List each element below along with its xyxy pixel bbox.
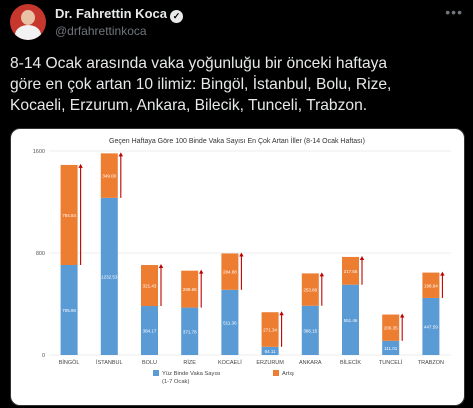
bar-increase — [141, 265, 158, 307]
x-tick-label: İSTANBUL — [96, 359, 123, 366]
chart: Geçen Haftaya Göre 100 Binde Vaka Sayısı… — [33, 136, 451, 385]
tweet-media-chart[interactable]: Geçen Haftaya Göre 100 Binde Vaka Sayısı… — [10, 128, 465, 406]
bar-increase — [181, 270, 199, 308]
chart-title: Geçen Haftaya Göre 100 Binde Vaka Sayısı… — [109, 136, 365, 145]
bar-base — [342, 284, 359, 355]
data-label-increase: 198.84 — [424, 283, 438, 288]
increase-arrow-head — [440, 271, 445, 276]
data-label-increase: 253.88 — [303, 288, 317, 293]
data-label-increase: 206.35 — [384, 326, 398, 331]
x-tick-label: RİZE — [183, 359, 196, 366]
bar-increase — [221, 253, 239, 290]
legend-label-base-period: (1-7 Ocak) — [162, 379, 189, 385]
bar-base — [141, 306, 158, 355]
tweet-text: 8-14 Ocak arasında vaka yoğunluğu bir ön… — [10, 53, 466, 116]
bar-increase — [301, 273, 319, 306]
legend-swatch-increase — [273, 370, 279, 376]
x-tick-label: ERZURUM — [256, 360, 284, 366]
data-label-base: 511.36 — [223, 320, 237, 325]
increase-arrow-head — [279, 311, 284, 316]
bar-increase — [100, 153, 118, 198]
x-tick-label: TUNCELİ — [379, 359, 403, 366]
data-label-increase: 217.65 — [344, 269, 358, 274]
author-name[interactable]: Dr. Fahrettin Koca ✓ — [55, 6, 183, 23]
x-tick-label: BOLU — [142, 360, 157, 366]
more-options-icon[interactable]: ••• — [445, 4, 463, 20]
increase-arrow-head — [319, 272, 324, 277]
tweet-line: 8-14 Ocak arasında vaka yoğunluğu bir ön… — [10, 55, 388, 72]
increase-arrow-head — [400, 313, 405, 318]
y-tick-label: 1600 — [33, 149, 45, 155]
data-label-base: 64.11 — [265, 349, 276, 354]
x-tick-label: TRABZON — [418, 360, 444, 366]
data-label-base: 111.01 — [384, 346, 398, 351]
bar-increase — [60, 164, 78, 265]
x-tick-label: KOCAELİ — [218, 359, 242, 366]
data-label-base: 386.15 — [303, 328, 317, 333]
x-tick-label: BİNGÖL — [59, 359, 80, 366]
tweet-line: Kocaeli, Erzurum, Ankara, Bilecik, Tunce… — [10, 97, 368, 114]
y-tick-label: 0 — [42, 353, 45, 359]
increase-arrow-head — [158, 264, 164, 269]
data-label-increase: 321.43 — [143, 284, 157, 289]
bar-base — [221, 289, 239, 355]
bar-base — [60, 264, 78, 355]
data-label-increase: 271.34 — [263, 328, 277, 333]
data-label-base: 705.90 — [62, 308, 76, 313]
author-name-text[interactable]: Dr. Fahrettin Koca — [55, 6, 167, 21]
data-label-increase: 349.00 — [102, 174, 116, 179]
bar-base — [100, 197, 118, 355]
increase-arrow-head — [359, 255, 365, 260]
data-label-base: 371.78 — [183, 329, 197, 334]
data-label-base: 384.17 — [143, 329, 157, 334]
verified-icon: ✓ — [169, 10, 183, 23]
bar-base — [422, 297, 440, 355]
legend-label-increase: Artış — [282, 371, 294, 377]
bar-increase — [261, 312, 279, 347]
bar-base — [382, 340, 400, 355]
bar-increase — [382, 314, 400, 341]
avatar[interactable] — [10, 4, 46, 40]
data-label-base: 551.46 — [344, 318, 358, 323]
y-tick-label: 800 — [36, 251, 45, 257]
bar-increase — [342, 256, 359, 285]
bar-base — [181, 307, 199, 355]
author-handle[interactable]: @drfahrettinkoca — [55, 24, 147, 38]
x-tick-label: ANKARA — [299, 360, 322, 366]
data-label-base: 447.59 — [424, 324, 438, 329]
bar-increase — [422, 272, 440, 298]
increase-arrow-head — [199, 269, 204, 274]
increase-arrow-head — [239, 252, 244, 257]
increase-arrow-head — [118, 152, 123, 157]
bar-base — [301, 305, 319, 355]
bar-base — [261, 346, 279, 355]
tweet-line: göre en çok artan 10 ilimiz: Bingöl, İst… — [10, 76, 392, 93]
data-label-increase: 784.84 — [62, 213, 76, 218]
increase-arrow-head — [78, 163, 83, 168]
legend-swatch-base — [153, 370, 159, 376]
x-tick-label: BİLECİK — [340, 359, 361, 366]
data-label-increase: 284.88 — [223, 270, 237, 275]
legend-label-base: Yüz Binde Vaka Sayısı — [162, 371, 221, 377]
data-label-base: 1232.53 — [101, 274, 118, 279]
data-label-increase: 289.66 — [183, 287, 197, 292]
